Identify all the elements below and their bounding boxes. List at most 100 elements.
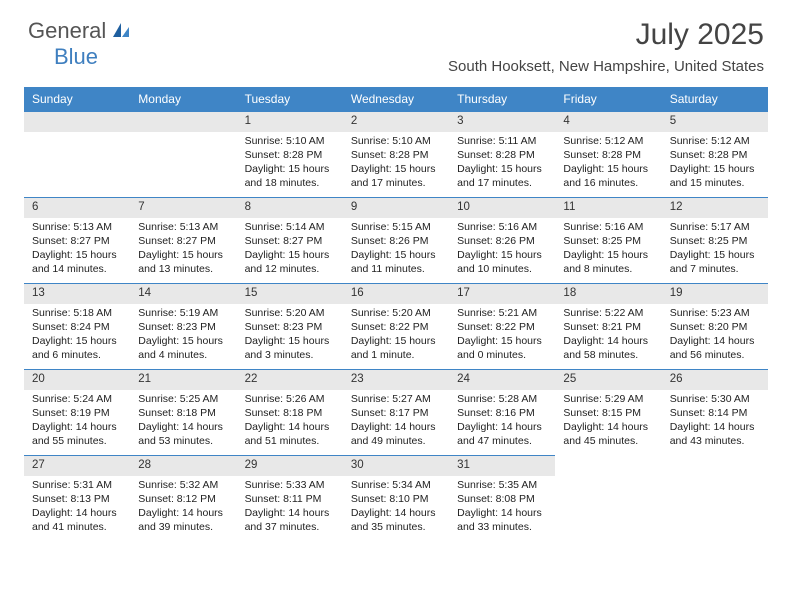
sunrise-text: Sunrise: 5:20 AM [245,306,335,320]
sunset-text: Sunset: 8:23 PM [138,320,228,334]
sunrise-text: Sunrise: 5:25 AM [138,392,228,406]
daylight-text: and 17 minutes. [457,176,547,190]
day-details [130,132,236,140]
daylight-text: and 17 minutes. [351,176,441,190]
day-details: Sunrise: 5:10 AMSunset: 8:28 PMDaylight:… [237,132,343,197]
day-number: 7 [130,197,236,218]
daylight-text: and 15 minutes. [670,176,760,190]
sunset-text: Sunset: 8:24 PM [32,320,122,334]
sunrise-text: Sunrise: 5:33 AM [245,478,335,492]
sunset-text: Sunset: 8:20 PM [670,320,760,334]
day-details: Sunrise: 5:19 AMSunset: 8:23 PMDaylight:… [130,304,236,369]
day-number: 14 [130,283,236,304]
day-number: 10 [449,197,555,218]
sunset-text: Sunset: 8:10 PM [351,492,441,506]
sunset-text: Sunset: 8:13 PM [32,492,122,506]
day-cell: 9Sunrise: 5:15 AMSunset: 8:26 PMDaylight… [343,197,449,283]
day-number: 5 [662,111,768,132]
day-details: Sunrise: 5:25 AMSunset: 8:18 PMDaylight:… [130,390,236,455]
day-cell: 29Sunrise: 5:33 AMSunset: 8:11 PMDayligh… [237,455,343,541]
sunset-text: Sunset: 8:21 PM [563,320,653,334]
day-number: 11 [555,197,661,218]
month-title: July 2025 [448,18,764,52]
day-cell: 30Sunrise: 5:34 AMSunset: 8:10 PMDayligh… [343,455,449,541]
week-row: 6Sunrise: 5:13 AMSunset: 8:27 PMDaylight… [24,197,768,283]
sunrise-text: Sunrise: 5:34 AM [351,478,441,492]
sunset-text: Sunset: 8:28 PM [245,148,335,162]
day-details: Sunrise: 5:22 AMSunset: 8:21 PMDaylight:… [555,304,661,369]
sunset-text: Sunset: 8:26 PM [351,234,441,248]
daylight-text: and 11 minutes. [351,262,441,276]
day-details: Sunrise: 5:32 AMSunset: 8:12 PMDaylight:… [130,476,236,541]
sunrise-text: Sunrise: 5:24 AM [32,392,122,406]
daylight-text: Daylight: 15 hours [138,248,228,262]
sunset-text: Sunset: 8:22 PM [457,320,547,334]
sunrise-text: Sunrise: 5:31 AM [32,478,122,492]
daylight-text: and 37 minutes. [245,520,335,534]
day-number: . [24,111,130,132]
daylight-text: Daylight: 14 hours [245,506,335,520]
daylight-text: Daylight: 14 hours [670,420,760,434]
day-details: Sunrise: 5:26 AMSunset: 8:18 PMDaylight:… [237,390,343,455]
day-number: 22 [237,369,343,390]
daylight-text: Daylight: 15 hours [32,248,122,262]
sunset-text: Sunset: 8:26 PM [457,234,547,248]
daylight-text: and 41 minutes. [32,520,122,534]
daylight-text: and 14 minutes. [32,262,122,276]
sunrise-text: Sunrise: 5:35 AM [457,478,547,492]
day-number: 31 [449,455,555,476]
daylight-text: and 4 minutes. [138,348,228,362]
daylight-text: Daylight: 15 hours [670,248,760,262]
day-number: 1 [237,111,343,132]
day-cell: 18Sunrise: 5:22 AMSunset: 8:21 PMDayligh… [555,283,661,369]
sunrise-text: Sunrise: 5:20 AM [351,306,441,320]
sunrise-text: Sunrise: 5:27 AM [351,392,441,406]
day-cell: 8Sunrise: 5:14 AMSunset: 8:27 PMDaylight… [237,197,343,283]
sunset-text: Sunset: 8:28 PM [457,148,547,162]
day-number: . [130,111,236,132]
sunset-text: Sunset: 8:15 PM [563,406,653,420]
day-details: Sunrise: 5:18 AMSunset: 8:24 PMDaylight:… [24,304,130,369]
day-details: Sunrise: 5:24 AMSunset: 8:19 PMDaylight:… [24,390,130,455]
sunrise-text: Sunrise: 5:10 AM [351,134,441,148]
day-number: 20 [24,369,130,390]
daylight-text: Daylight: 14 hours [457,506,547,520]
day-number: 18 [555,283,661,304]
week-row: 13Sunrise: 5:18 AMSunset: 8:24 PMDayligh… [24,283,768,369]
sunset-text: Sunset: 8:18 PM [245,406,335,420]
week-row: 27Sunrise: 5:31 AMSunset: 8:13 PMDayligh… [24,455,768,541]
day-number: 17 [449,283,555,304]
daylight-text: and 8 minutes. [563,262,653,276]
daylight-text: and 0 minutes. [457,348,547,362]
day-details: Sunrise: 5:12 AMSunset: 8:28 PMDaylight:… [662,132,768,197]
daylight-text: Daylight: 14 hours [351,420,441,434]
daylight-text: and 35 minutes. [351,520,441,534]
day-cell: . [555,455,661,541]
daylight-text: and 56 minutes. [670,348,760,362]
day-cell: 11Sunrise: 5:16 AMSunset: 8:25 PMDayligh… [555,197,661,283]
day-details: Sunrise: 5:29 AMSunset: 8:15 PMDaylight:… [555,390,661,455]
day-cell: 3Sunrise: 5:11 AMSunset: 8:28 PMDaylight… [449,111,555,197]
day-cell: 14Sunrise: 5:19 AMSunset: 8:23 PMDayligh… [130,283,236,369]
day-details: Sunrise: 5:30 AMSunset: 8:14 PMDaylight:… [662,390,768,455]
sunrise-text: Sunrise: 5:26 AM [245,392,335,406]
day-details: Sunrise: 5:11 AMSunset: 8:28 PMDaylight:… [449,132,555,197]
daylight-text: Daylight: 14 hours [245,420,335,434]
sunset-text: Sunset: 8:23 PM [245,320,335,334]
sunrise-text: Sunrise: 5:19 AM [138,306,228,320]
sunset-text: Sunset: 8:14 PM [670,406,760,420]
day-details [662,476,768,484]
daylight-text: and 58 minutes. [563,348,653,362]
day-number: 3 [449,111,555,132]
calendar: Sunday Monday Tuesday Wednesday Thursday… [24,87,768,541]
day-cell: 13Sunrise: 5:18 AMSunset: 8:24 PMDayligh… [24,283,130,369]
sunset-text: Sunset: 8:08 PM [457,492,547,506]
day-cell: 20Sunrise: 5:24 AMSunset: 8:19 PMDayligh… [24,369,130,455]
day-header-wednesday: Wednesday [343,87,449,111]
daylight-text: Daylight: 15 hours [351,334,441,348]
daylight-text: and 51 minutes. [245,434,335,448]
day-header-thursday: Thursday [449,87,555,111]
day-header-sunday: Sunday [24,87,130,111]
day-details: Sunrise: 5:15 AMSunset: 8:26 PMDaylight:… [343,218,449,283]
daylight-text: Daylight: 15 hours [351,248,441,262]
